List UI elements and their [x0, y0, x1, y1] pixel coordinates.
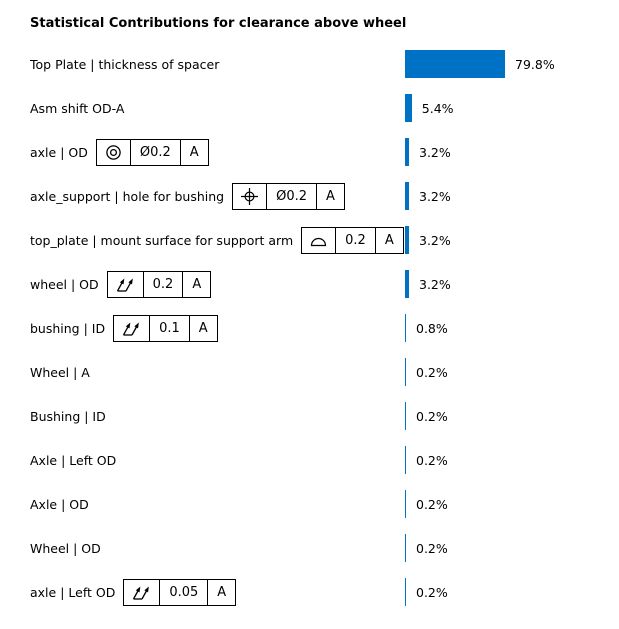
fcf-datum: A — [179, 139, 208, 165]
contribution-bar — [405, 138, 409, 166]
contribution-bar — [405, 226, 409, 254]
contribution-row: wheel | OD 0.2 A 3.2% — [30, 262, 619, 306]
percentage-label: 3.2% — [419, 276, 451, 292]
fcf-datum: A — [207, 579, 235, 605]
row-label: top_plate | mount surface for support ar… — [30, 232, 294, 248]
fcf-datum: A — [316, 183, 344, 209]
percentage-label: 0.2% — [416, 584, 448, 600]
contribution-chart-panel: Statistical Contributions for clearance … — [30, 16, 619, 614]
contribution-row: Asm shift OD-A 5.4% — [30, 86, 619, 130]
percentage-label: 79.8% — [515, 56, 555, 72]
row-label: Axle | OD — [30, 496, 89, 512]
fcf-datum: A — [182, 271, 210, 297]
row-label: axle_support | hole for bushing — [30, 188, 225, 204]
contribution-bar — [405, 578, 406, 606]
row-label: Axle | Left OD — [30, 452, 117, 468]
contribution-bar — [405, 402, 406, 430]
contribution-row: Axle | Left OD 0.2% — [30, 438, 619, 482]
percentage-label: 3.2% — [419, 144, 451, 160]
percentage-label: 3.2% — [419, 232, 451, 248]
contribution-row: axle | OD Ø0.2 A 3.2% — [30, 130, 619, 174]
row-label: Wheel | A — [30, 364, 90, 380]
contribution-row: top_plate | mount surface for support ar… — [30, 218, 619, 262]
total-runout-icon — [114, 316, 149, 341]
total-runout-icon — [108, 272, 143, 297]
feature-control-frame: 0.1 A — [113, 314, 218, 342]
contribution-row: Wheel | OD 0.2% — [30, 526, 619, 570]
feature-control-frame: 0.2 A — [106, 270, 212, 298]
row-label: Asm shift OD-A — [30, 100, 125, 116]
percentage-label: 0.2% — [416, 364, 448, 380]
position-icon — [233, 184, 266, 209]
contribution-bar — [405, 358, 406, 386]
page-title: Statistical Contributions for clearance … — [30, 16, 407, 31]
row-label: axle | Left OD — [30, 584, 116, 600]
contribution-bar — [405, 270, 409, 298]
total-runout-icon — [124, 580, 159, 605]
feature-control-frame: Ø0.2 A — [232, 182, 345, 210]
contribution-bar — [405, 534, 406, 562]
contribution-bar — [405, 94, 412, 122]
row-label: Bushing | ID — [30, 408, 106, 424]
fcf-datum: A — [374, 227, 403, 253]
profile-of-surface-icon — [302, 228, 335, 253]
feature-control-frame: Ø0.2 A — [95, 138, 209, 166]
fcf-tolerance-value: 0.1 — [149, 315, 189, 341]
row-label: axle | OD — [30, 144, 88, 160]
feature-control-frame: 0.05 A — [123, 578, 237, 606]
fcf-tolerance-value: 0.2 — [142, 271, 183, 297]
concentricity-icon — [97, 140, 130, 165]
percentage-label: 5.4% — [421, 100, 454, 116]
row-label: wheel | OD — [30, 276, 99, 292]
fcf-datum: A — [188, 315, 217, 341]
percentage-label: 0.2% — [416, 496, 448, 512]
feature-control-frame: 0.2 A — [301, 226, 404, 254]
contribution-bar — [405, 446, 406, 474]
row-label: bushing | ID — [30, 320, 106, 336]
percentage-label: 0.2% — [416, 408, 448, 424]
contribution-row: axle | Left OD 0.05 A 0.2% — [30, 570, 619, 614]
contribution-row: Bushing | ID 0.2% — [30, 394, 619, 438]
percentage-label: 0.2% — [416, 452, 448, 468]
contribution-row: bushing | ID 0.1 A 0.8% — [30, 306, 619, 350]
contribution-row: Top Plate | thickness of spacer 79.8% — [30, 42, 619, 86]
row-label: Top Plate | thickness of spacer — [30, 56, 220, 72]
fcf-tolerance-value: 0.05 — [159, 579, 207, 605]
row-label: Wheel | OD — [30, 540, 101, 556]
contribution-bar — [405, 490, 406, 518]
contribution-rows: Top Plate | thickness of spacer 79.8% As… — [30, 42, 619, 614]
contribution-bar — [405, 314, 406, 342]
contribution-row: Axle | OD 0.2% — [30, 482, 619, 526]
contribution-bar — [405, 182, 409, 210]
percentage-label: 3.2% — [419, 188, 451, 204]
fcf-tolerance-value: Ø0.2 — [129, 139, 180, 165]
fcf-tolerance-value: Ø0.2 — [266, 183, 316, 209]
contribution-row: axle_support | hole for bushing Ø0.2 A 3… — [30, 174, 619, 218]
fcf-tolerance-value: 0.2 — [335, 227, 375, 253]
percentage-label: 0.2% — [416, 540, 448, 556]
contribution-bar — [405, 50, 505, 78]
contribution-row: Wheel | A 0.2% — [30, 350, 619, 394]
percentage-label: 0.8% — [416, 320, 448, 336]
